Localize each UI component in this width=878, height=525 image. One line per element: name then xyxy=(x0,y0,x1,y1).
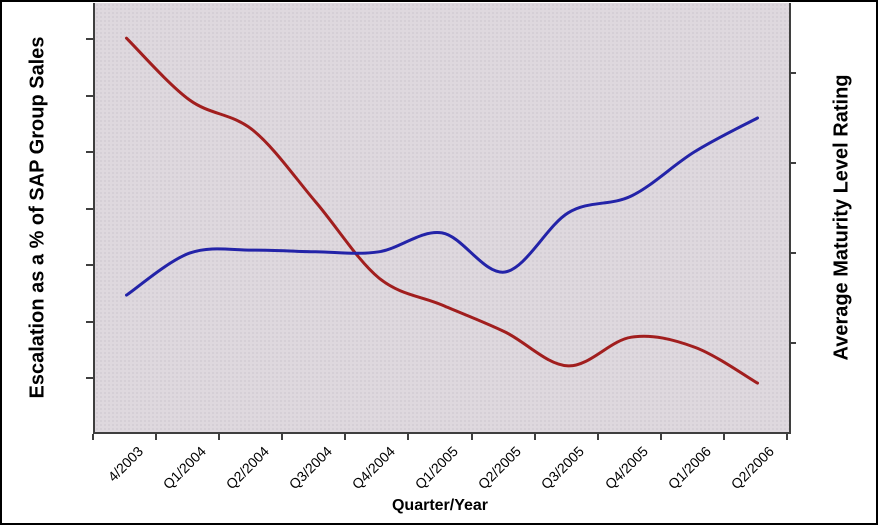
left-y-axis-tick xyxy=(86,207,93,210)
x-axis-title: Quarter/Year xyxy=(391,497,489,514)
x-axis-tick xyxy=(155,434,158,440)
right-y-axis-tick xyxy=(789,252,796,254)
x-axis-tick xyxy=(407,434,410,440)
left-y-axis-tick xyxy=(86,264,93,266)
x-axis-tick xyxy=(722,434,725,440)
left-y-axis-tick xyxy=(86,94,93,97)
x-axis-tick xyxy=(281,434,284,440)
x-axis-tick xyxy=(786,434,788,440)
x-axis-tick xyxy=(659,434,662,440)
left-y-axis-title-text: Escalation as a % of SAP Group Sales xyxy=(26,36,49,399)
left-y-axis-tick xyxy=(86,38,93,40)
left-y-axis-tick xyxy=(86,377,93,379)
left-y-axis-tick xyxy=(86,320,93,323)
plot-area xyxy=(93,3,791,434)
right-y-axis-title: Average Maturity Level Rating xyxy=(810,3,874,432)
x-axis-tick xyxy=(596,434,599,440)
x-axis-tick xyxy=(344,434,347,440)
x-axis-tick xyxy=(218,434,221,440)
right-y-axis-tick xyxy=(789,72,796,74)
left-y-axis-title: Escalation as a % of SAP Group Sales xyxy=(6,3,70,432)
left-y-axis-tick xyxy=(86,151,93,153)
right-y-axis-tick xyxy=(789,342,796,344)
series-line-average-maturity-level-rating xyxy=(125,116,759,297)
x-axis-tick xyxy=(470,434,473,440)
right-y-axis-tick xyxy=(789,162,796,164)
series-line-escalation-pct-of-sap-group-sales xyxy=(125,36,759,385)
right-y-axis-title-text: Average Maturity Level Rating xyxy=(830,74,853,361)
x-axis-tick xyxy=(533,434,536,440)
x-axis-tick xyxy=(92,434,94,440)
line-chart-canvas xyxy=(125,36,759,385)
